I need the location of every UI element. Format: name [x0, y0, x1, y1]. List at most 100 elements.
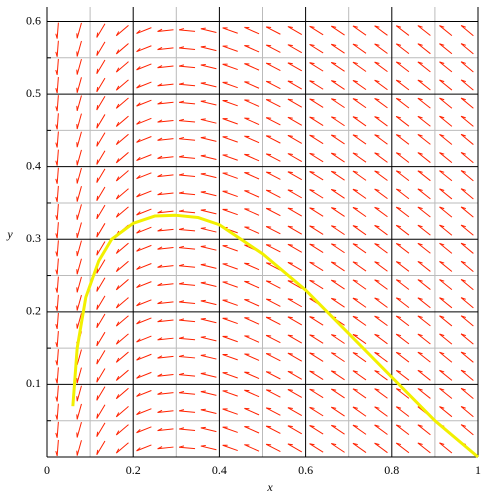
field-arrow [287, 262, 303, 271]
field-arrow [136, 136, 152, 143]
field-arrow [244, 99, 260, 107]
field-arrow [352, 188, 367, 199]
field-arrow [460, 79, 474, 91]
field-arrow [374, 370, 388, 381]
field-arrow [200, 281, 217, 287]
field-arrow [115, 406, 129, 418]
y-tick-label: 0.5 [26, 86, 41, 100]
field-arrow [287, 334, 303, 344]
field-arrow [352, 315, 367, 326]
field-arrow [417, 315, 431, 327]
field-arrow [287, 370, 303, 380]
field-arrow [157, 337, 174, 341]
field-arrow [200, 27, 217, 33]
field-arrow [157, 173, 174, 178]
field-arrow [439, 442, 453, 454]
field-arrow [395, 43, 410, 54]
field-arrow [352, 243, 367, 254]
field-arrow [265, 334, 281, 344]
field-arrow [265, 62, 281, 71]
field-arrow [244, 299, 260, 307]
field-arrow [222, 63, 238, 71]
field-arrow [96, 277, 106, 292]
field-arrow [439, 279, 453, 291]
field-arrow [76, 313, 82, 329]
field-arrow [265, 298, 281, 307]
field-arrow [395, 79, 410, 91]
field-arrow [76, 385, 82, 402]
field-arrow [244, 280, 260, 289]
field-arrow [200, 299, 217, 306]
field-arrow [157, 210, 174, 214]
field-arrow [417, 97, 431, 109]
field-arrow [96, 41, 106, 56]
field-arrow [222, 81, 238, 89]
field-arrow [222, 299, 238, 306]
field-arrow [244, 426, 260, 434]
field-arrow [200, 263, 217, 269]
field-arrow [395, 61, 410, 73]
field-arrow [439, 406, 453, 418]
field-arrow [309, 171, 324, 181]
field-arrow [96, 368, 106, 383]
field-arrow [96, 114, 106, 129]
field-arrow [330, 370, 345, 381]
field-arrow [309, 243, 324, 253]
field-arrow [55, 331, 59, 348]
field-arrow [439, 115, 453, 127]
field-arrow [157, 319, 174, 323]
field-arrow [222, 190, 238, 198]
field-arrow [374, 79, 388, 91]
field-arrow [309, 189, 324, 199]
field-arrow [222, 27, 238, 34]
field-arrow [309, 388, 324, 399]
field-arrow [330, 279, 345, 290]
field-arrow [460, 152, 474, 164]
field-arrow [157, 373, 174, 377]
curve [71, 213, 479, 459]
field-arrow [374, 25, 388, 36]
field-arrow [265, 425, 281, 434]
field-arrow [157, 83, 174, 87]
field-arrow [76, 131, 82, 148]
field-arrow [439, 206, 453, 218]
field-arrow [330, 207, 345, 217]
field-arrow [460, 369, 474, 381]
field-arrow [330, 424, 345, 435]
field-arrow [265, 353, 281, 362]
field-arrow [136, 81, 152, 89]
field-arrow [76, 440, 82, 456]
field-arrow [287, 26, 303, 36]
field-arrow [178, 336, 196, 341]
field-arrow [439, 315, 453, 327]
field-arrow [439, 351, 453, 363]
field-arrow [417, 333, 431, 345]
field-arrow [395, 188, 410, 200]
field-arrow [136, 27, 152, 35]
field-arrow [395, 152, 410, 163]
field-arrow [200, 408, 217, 414]
field-arrow [178, 245, 196, 250]
field-arrow [115, 170, 129, 182]
field-arrow [265, 117, 281, 126]
field-arrow [374, 279, 388, 290]
field-arrow [178, 427, 196, 432]
field-arrow [460, 333, 474, 345]
field-arrow [374, 97, 388, 109]
field-arrow [157, 409, 174, 414]
field-arrow [178, 445, 196, 450]
field-arrow [395, 388, 410, 399]
field-arrow [439, 297, 453, 309]
field-arrow [244, 444, 260, 452]
field-arrow [395, 97, 410, 109]
field-arrow [178, 318, 196, 323]
field-arrow [374, 424, 388, 435]
field-arrow [136, 63, 152, 71]
field-arrow [178, 300, 196, 304]
field-arrow [460, 260, 474, 272]
field-arrow [200, 372, 217, 378]
field-arrow [115, 333, 129, 345]
field-arrow [287, 134, 303, 144]
field-arrow [352, 279, 367, 290]
